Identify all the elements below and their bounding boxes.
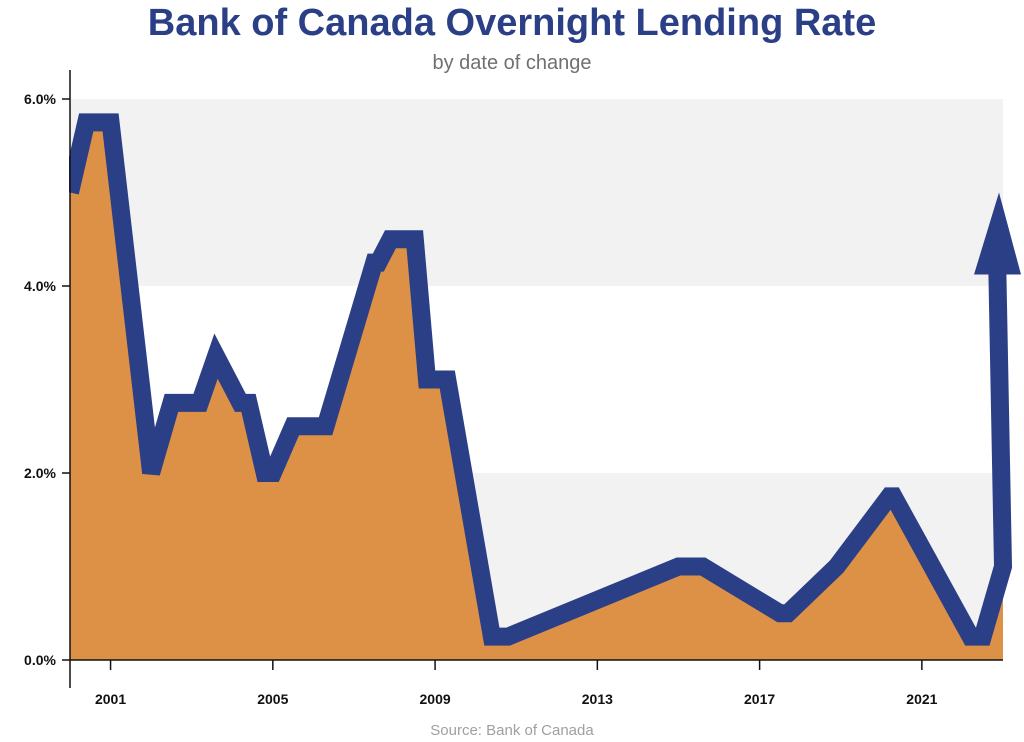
chart-title: Bank of Canada Overnight Lending Rate xyxy=(147,2,877,44)
y-tick-label: 4.0% xyxy=(24,278,56,294)
x-tick-label: 2021 xyxy=(906,691,937,707)
x-tick-label: 2017 xyxy=(744,691,775,707)
grid-band xyxy=(70,99,1003,286)
y-tick-label: 2.0% xyxy=(24,465,56,481)
y-tick-label: 0.0% xyxy=(24,652,56,668)
x-tick-label: 2005 xyxy=(257,691,288,707)
area-fill xyxy=(70,122,1003,660)
x-tick-label: 2013 xyxy=(582,691,613,707)
bottom-mask xyxy=(0,661,1024,681)
x-tick-label: 2009 xyxy=(420,691,451,707)
chart-subtitle: by date of change xyxy=(432,52,592,74)
left-mask xyxy=(0,80,69,680)
series-line xyxy=(61,113,1013,646)
y-tick-label: 6.0% xyxy=(24,91,56,107)
source-note: Source: Bank of Canada xyxy=(430,722,594,739)
end-arrow xyxy=(974,192,1021,275)
x-tick-label: 2001 xyxy=(95,691,126,707)
